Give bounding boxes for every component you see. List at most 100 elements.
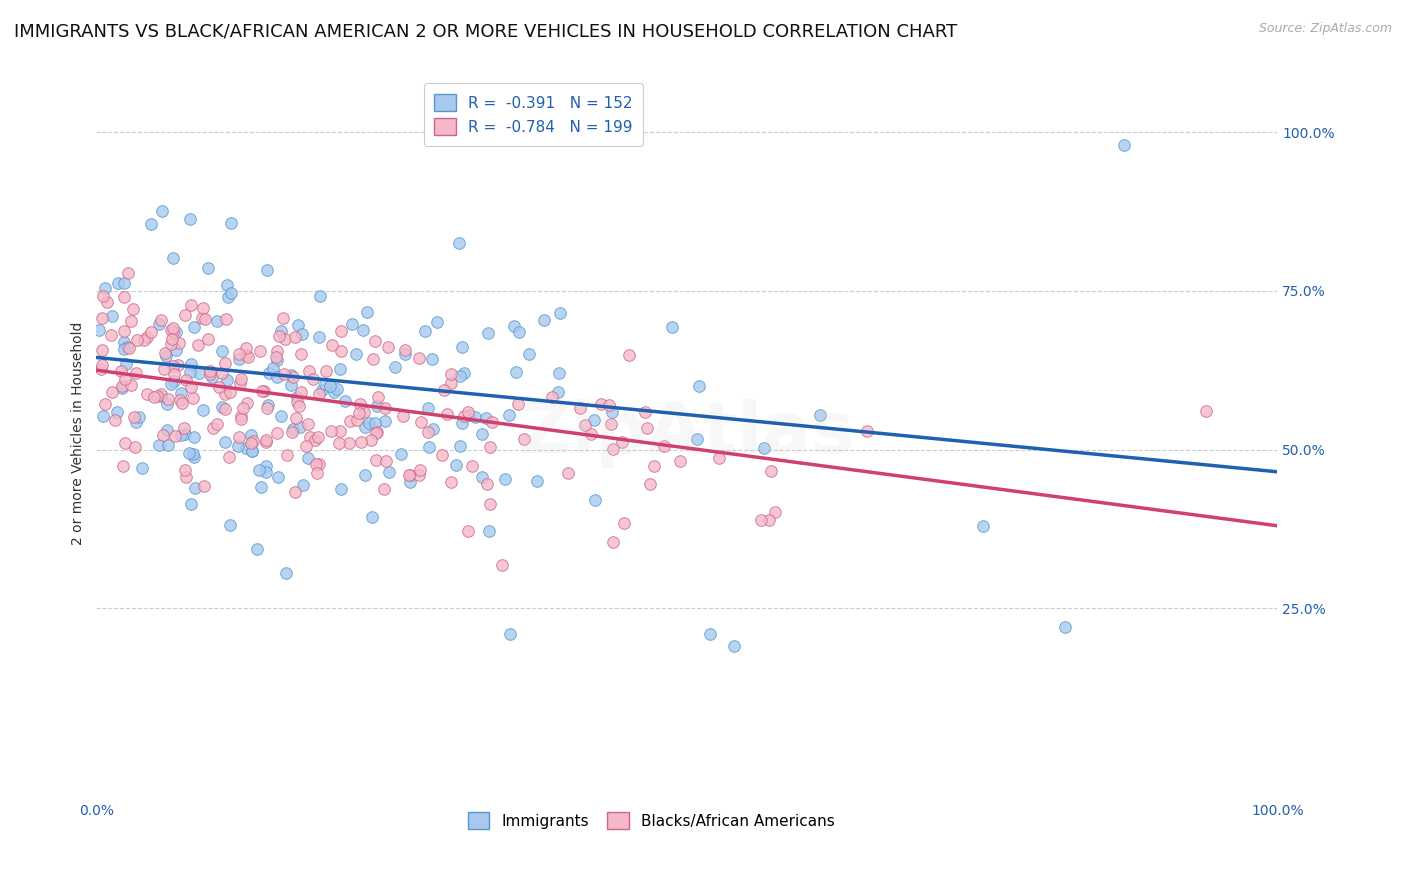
Point <box>139 325 162 339</box>
Point <box>505 365 527 379</box>
Point <box>156 423 179 437</box>
Point <box>173 463 195 477</box>
Point <box>686 432 709 446</box>
Point <box>394 346 416 360</box>
Point <box>242 434 264 448</box>
Point <box>120 314 142 328</box>
Point <box>360 433 382 447</box>
Point <box>464 409 486 424</box>
Point <box>422 422 444 436</box>
Point <box>498 626 520 640</box>
Point <box>211 343 233 358</box>
Point <box>93 397 115 411</box>
Point <box>214 434 236 449</box>
Point <box>179 365 201 379</box>
Point <box>219 285 242 300</box>
Point <box>758 513 780 527</box>
Point <box>972 518 994 533</box>
Point <box>236 396 259 410</box>
Point <box>132 333 155 347</box>
Point <box>262 360 284 375</box>
Point <box>285 390 308 404</box>
Point <box>274 331 297 345</box>
Point <box>761 464 783 478</box>
Point <box>187 338 209 352</box>
Point <box>215 312 238 326</box>
Point <box>1195 404 1218 418</box>
Point <box>475 477 498 491</box>
Point <box>250 384 273 399</box>
Point <box>191 403 214 417</box>
Point <box>330 343 353 358</box>
Point <box>394 343 416 357</box>
Point <box>180 497 202 511</box>
Point <box>579 427 602 442</box>
Point <box>288 420 311 434</box>
Point <box>418 425 440 439</box>
Point <box>170 396 193 410</box>
Point <box>409 415 432 429</box>
Point <box>307 467 329 481</box>
Point <box>450 340 472 354</box>
Point <box>218 518 240 533</box>
Point <box>90 358 112 372</box>
Point <box>91 289 114 303</box>
Point <box>235 348 257 362</box>
Point <box>232 401 254 415</box>
Point <box>214 402 236 417</box>
Point <box>440 475 463 489</box>
Point <box>291 477 314 491</box>
Point <box>398 467 420 482</box>
Point <box>228 352 250 367</box>
Point <box>190 310 212 325</box>
Point <box>418 401 440 416</box>
Point <box>856 424 879 438</box>
Point <box>557 466 579 480</box>
Point <box>247 462 270 476</box>
Point <box>228 376 250 391</box>
Point <box>284 411 307 425</box>
Point <box>148 317 170 331</box>
Point <box>479 440 502 454</box>
Point <box>457 405 479 419</box>
Point <box>583 492 606 507</box>
Point <box>399 475 422 490</box>
Point <box>93 409 115 423</box>
Point <box>547 385 569 400</box>
Point <box>346 413 368 427</box>
Point <box>297 417 319 431</box>
Point <box>295 439 318 453</box>
Point <box>112 276 135 290</box>
Point <box>124 440 146 454</box>
Point <box>288 399 311 413</box>
Point <box>461 458 484 473</box>
Point <box>494 472 516 486</box>
Point <box>307 430 329 444</box>
Point <box>377 340 399 354</box>
Point <box>266 350 288 364</box>
Point <box>276 448 298 462</box>
Point <box>194 312 217 326</box>
Point <box>89 323 111 337</box>
Point <box>612 434 634 449</box>
Point <box>284 330 307 344</box>
Point <box>283 422 305 436</box>
Point <box>361 351 384 366</box>
Point <box>214 355 236 369</box>
Point <box>477 326 499 340</box>
Point <box>200 364 222 378</box>
Point <box>149 387 172 401</box>
Point <box>287 318 309 332</box>
Point <box>150 313 173 327</box>
Point <box>162 368 184 382</box>
Point <box>163 374 186 388</box>
Point <box>420 351 443 366</box>
Point <box>450 416 472 430</box>
Point <box>270 409 292 423</box>
Point <box>259 367 281 381</box>
Point <box>335 393 357 408</box>
Point <box>634 405 657 419</box>
Point <box>131 461 153 475</box>
Point <box>661 320 683 334</box>
Point <box>374 401 396 415</box>
